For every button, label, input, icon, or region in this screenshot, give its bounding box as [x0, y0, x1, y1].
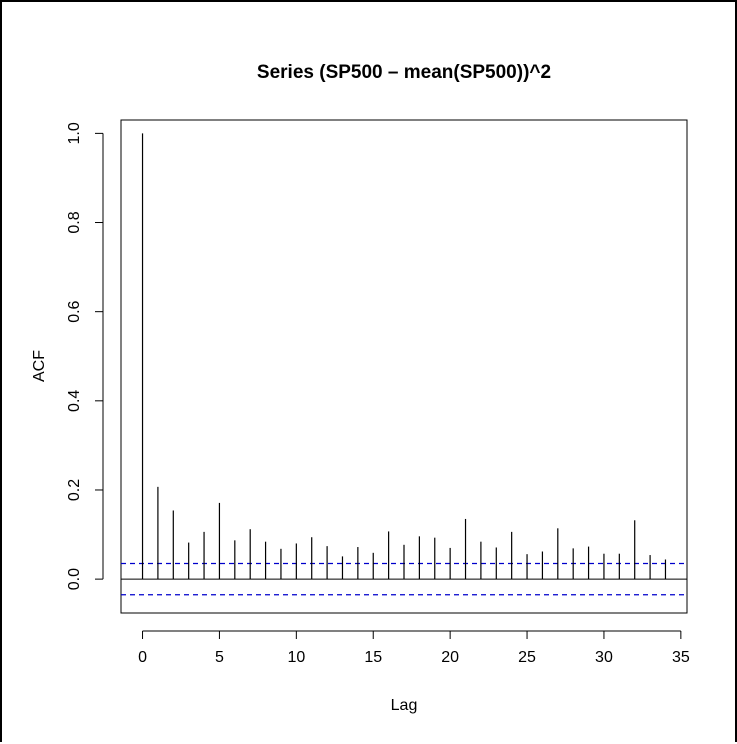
y-tick-label: 1.0 [66, 122, 83, 144]
y-tick-label: 0.0 [66, 568, 83, 590]
y-tick-label: 0.4 [66, 390, 83, 412]
acf-bars [141, 133, 667, 580]
x-tick-label: 20 [441, 649, 459, 666]
y-tick-label: 0.2 [66, 479, 83, 501]
x-tick-label: 5 [215, 649, 224, 666]
y-axis: 0.0 0.2 0.4 0.6 0.8 1.0 [66, 122, 104, 590]
x-axis: 0 5 10 15 20 25 30 35 [138, 630, 690, 666]
y-axis-label: ACF [31, 350, 48, 382]
chart-title: Series (SP500 – mean(SP500))^2 [257, 62, 551, 83]
x-tick-label: 0 [138, 649, 147, 666]
plot-box [120, 119, 688, 614]
x-tick-label: 25 [518, 649, 536, 666]
x-tick-label: 35 [672, 649, 690, 666]
x-axis-label: Lag [391, 697, 418, 714]
y-tick-label: 0.8 [66, 211, 83, 233]
x-tick-label: 10 [287, 649, 305, 666]
y-tick-label: 0.6 [66, 300, 83, 322]
x-tick-label: 30 [595, 649, 613, 666]
x-tick-label: 15 [364, 649, 382, 666]
